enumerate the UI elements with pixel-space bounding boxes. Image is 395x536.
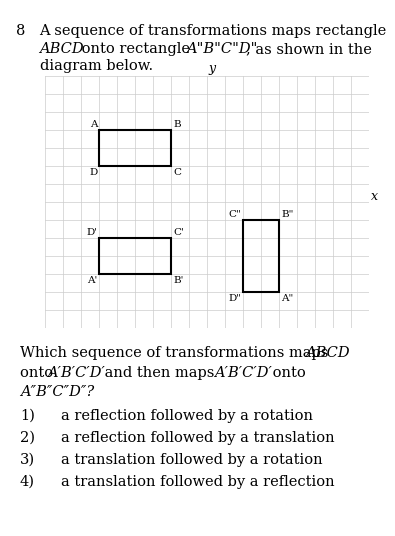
Text: A″B″C″D″?: A″B″C″D″? <box>20 385 94 399</box>
Text: A"B"C"D": A"B"C"D" <box>186 42 257 56</box>
Text: and then maps: and then maps <box>100 366 219 379</box>
Bar <box>243 220 279 292</box>
Bar <box>100 130 171 166</box>
Text: C': C' <box>173 227 184 236</box>
Text: A′B′C′D′: A′B′C′D′ <box>47 366 105 379</box>
Text: A: A <box>90 120 98 129</box>
Text: C: C <box>173 168 181 177</box>
Text: a translation followed by a rotation: a translation followed by a rotation <box>61 453 323 467</box>
Text: 2): 2) <box>20 431 35 445</box>
Text: ABCD: ABCD <box>305 346 350 360</box>
Text: A": A" <box>281 294 293 303</box>
Text: D': D' <box>87 227 98 236</box>
Text: A′B′C′D′: A′B′C′D′ <box>214 366 273 379</box>
Text: x: x <box>371 190 378 204</box>
Text: 4): 4) <box>20 475 35 489</box>
Text: a translation followed by a reflection: a translation followed by a reflection <box>61 475 335 489</box>
Text: D: D <box>89 168 98 177</box>
Text: B': B' <box>173 276 184 285</box>
Text: A': A' <box>87 276 98 285</box>
Text: diagram below.: diagram below. <box>40 59 152 73</box>
Text: a reflection followed by a rotation: a reflection followed by a rotation <box>61 409 313 423</box>
Bar <box>100 239 171 274</box>
Text: onto: onto <box>268 366 306 379</box>
Text: B: B <box>173 120 181 129</box>
Text: C": C" <box>229 210 242 219</box>
Text: ABCD: ABCD <box>40 42 84 56</box>
Text: D": D" <box>229 294 242 303</box>
Text: 8: 8 <box>16 24 25 38</box>
Text: 3): 3) <box>20 453 35 467</box>
Text: A sequence of transformations maps rectangle: A sequence of transformations maps recta… <box>40 24 387 38</box>
Text: onto rectangle: onto rectangle <box>77 42 195 56</box>
Text: y: y <box>208 62 215 75</box>
Text: onto: onto <box>20 366 58 379</box>
Text: a reflection followed by a translation: a reflection followed by a translation <box>61 431 335 445</box>
Text: B": B" <box>281 210 293 219</box>
Text: , as shown in the: , as shown in the <box>246 42 372 56</box>
Text: 1): 1) <box>20 409 35 423</box>
Text: Which sequence of transformations maps: Which sequence of transformations maps <box>20 346 333 360</box>
